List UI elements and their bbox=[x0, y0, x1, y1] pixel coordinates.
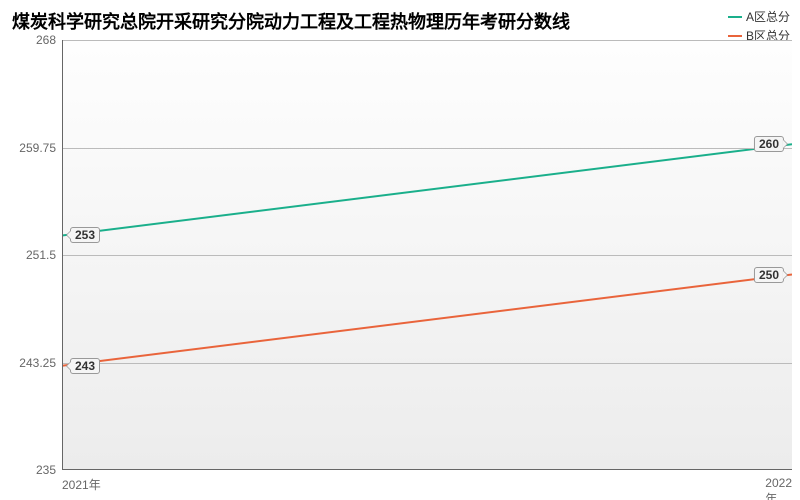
grid-line bbox=[62, 363, 792, 364]
x-axis-line bbox=[62, 469, 792, 470]
legend-swatch-b bbox=[728, 35, 742, 37]
y-tick-label: 251.5 bbox=[26, 248, 56, 262]
x-tick-label: 2021年 bbox=[62, 476, 101, 493]
data-point-label: 243 bbox=[70, 358, 100, 374]
y-axis-line bbox=[62, 40, 63, 470]
y-tick-label: 235 bbox=[36, 463, 56, 477]
grid-line bbox=[62, 148, 792, 149]
plot-area: 235243.25251.5259.752682021年2022年2532602… bbox=[62, 40, 792, 470]
y-tick-label: 268 bbox=[36, 33, 56, 47]
chart-title: 煤炭科学研究总院开采研究分院动力工程及工程热物理历年考研分数线 bbox=[12, 8, 570, 34]
chart-container: 煤炭科学研究总院开采研究分院动力工程及工程热物理历年考研分数线 A区总分 B区总… bbox=[0, 0, 800, 500]
x-tick-label: 2022年 bbox=[765, 476, 792, 500]
grid-line bbox=[62, 255, 792, 256]
legend-label-a: A区总分 bbox=[746, 8, 790, 25]
y-tick-label: 259.75 bbox=[19, 141, 56, 155]
data-point-label: 250 bbox=[754, 267, 784, 283]
data-point-label: 260 bbox=[754, 136, 784, 152]
grid-line bbox=[62, 40, 792, 41]
data-point-label: 253 bbox=[70, 227, 100, 243]
y-tick-label: 243.25 bbox=[19, 356, 56, 370]
series-line bbox=[62, 144, 792, 235]
legend-swatch-a bbox=[728, 16, 742, 18]
series-line bbox=[62, 275, 792, 366]
legend-item-a: A区总分 bbox=[728, 8, 790, 25]
